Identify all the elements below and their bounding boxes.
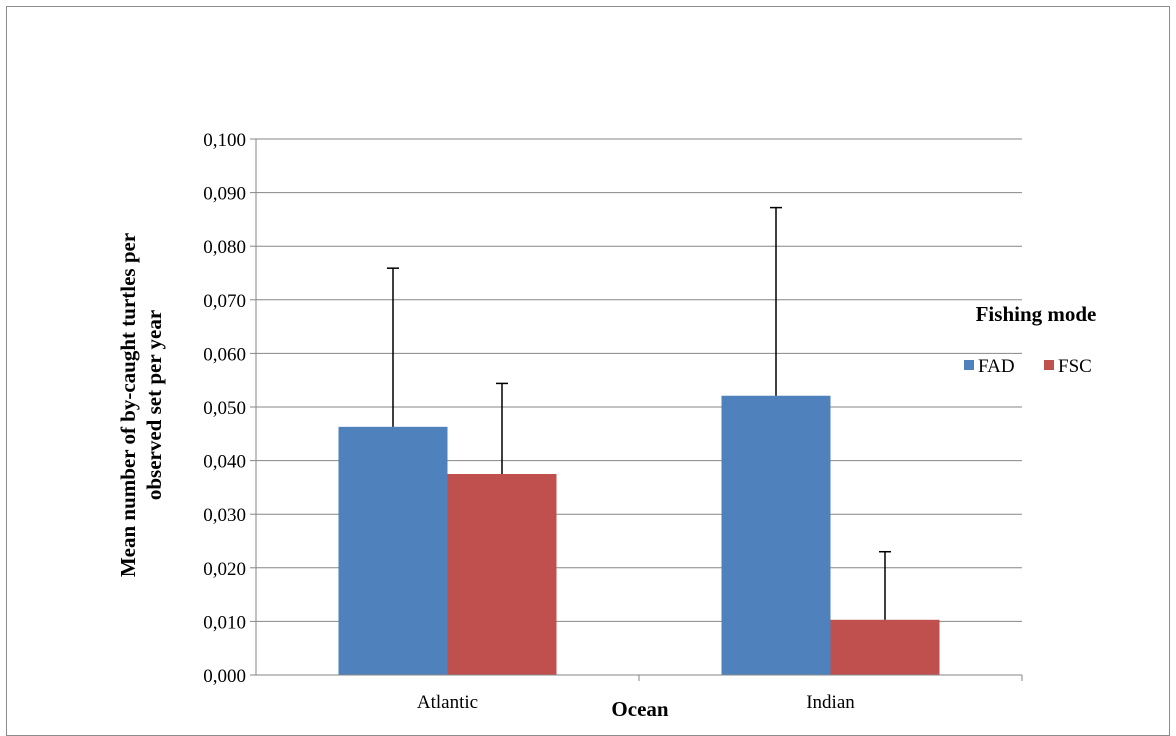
legend-swatch-fsc	[1044, 360, 1054, 370]
y-tick-label: 0,020	[203, 559, 246, 580]
x-axis-title: Ocean	[611, 697, 668, 721]
legend: Fishing mode FAD FSC	[964, 302, 1096, 377]
bar-fsc-atlantic	[447, 474, 557, 675]
y-axis-title-line-2: observed set per year	[142, 310, 166, 500]
y-tick-label: 0,050	[203, 398, 246, 419]
x-category-labels: Atlantic Indian	[417, 692, 855, 713]
y-axis-title-line-1: Mean number of by-caught turtles per	[116, 233, 140, 577]
y-tick-label: 0,040	[203, 452, 246, 473]
axes	[250, 138, 1023, 681]
y-tick-label: 0,070	[203, 291, 246, 312]
y-tick-label: 0,030	[203, 505, 246, 526]
bar-fad-indian	[721, 395, 831, 675]
bars	[338, 395, 940, 675]
x-category-label: Atlantic	[417, 692, 478, 713]
y-axis-title: Mean number of by-caught turtles per obs…	[116, 233, 166, 577]
y-tick-label: 0,060	[203, 344, 246, 365]
legend-label-fad: FAD	[978, 356, 1015, 377]
error-bars	[387, 206, 891, 620]
legend-label-fsc: FSC	[1058, 356, 1092, 377]
legend-swatch-fad	[964, 360, 974, 370]
legend-title: Fishing mode	[976, 302, 1097, 326]
chart-frame	[6, 6, 1170, 736]
y-tick-label: 0,080	[203, 237, 246, 258]
y-tick-labels: 0,000 0,010 0,020 0,030 0,040 0,050 0,060 0,070…	[203, 130, 246, 687]
y-tick-label: 0,010	[203, 612, 246, 633]
y-tick-label: 0,000	[203, 666, 246, 687]
y-tick-label: 0,090	[203, 184, 246, 205]
bar-fsc-indian	[830, 619, 940, 675]
y-tick-label: 0,100	[203, 130, 246, 151]
bar-fad-atlantic	[338, 426, 448, 675]
x-category-label: Indian	[806, 692, 855, 713]
